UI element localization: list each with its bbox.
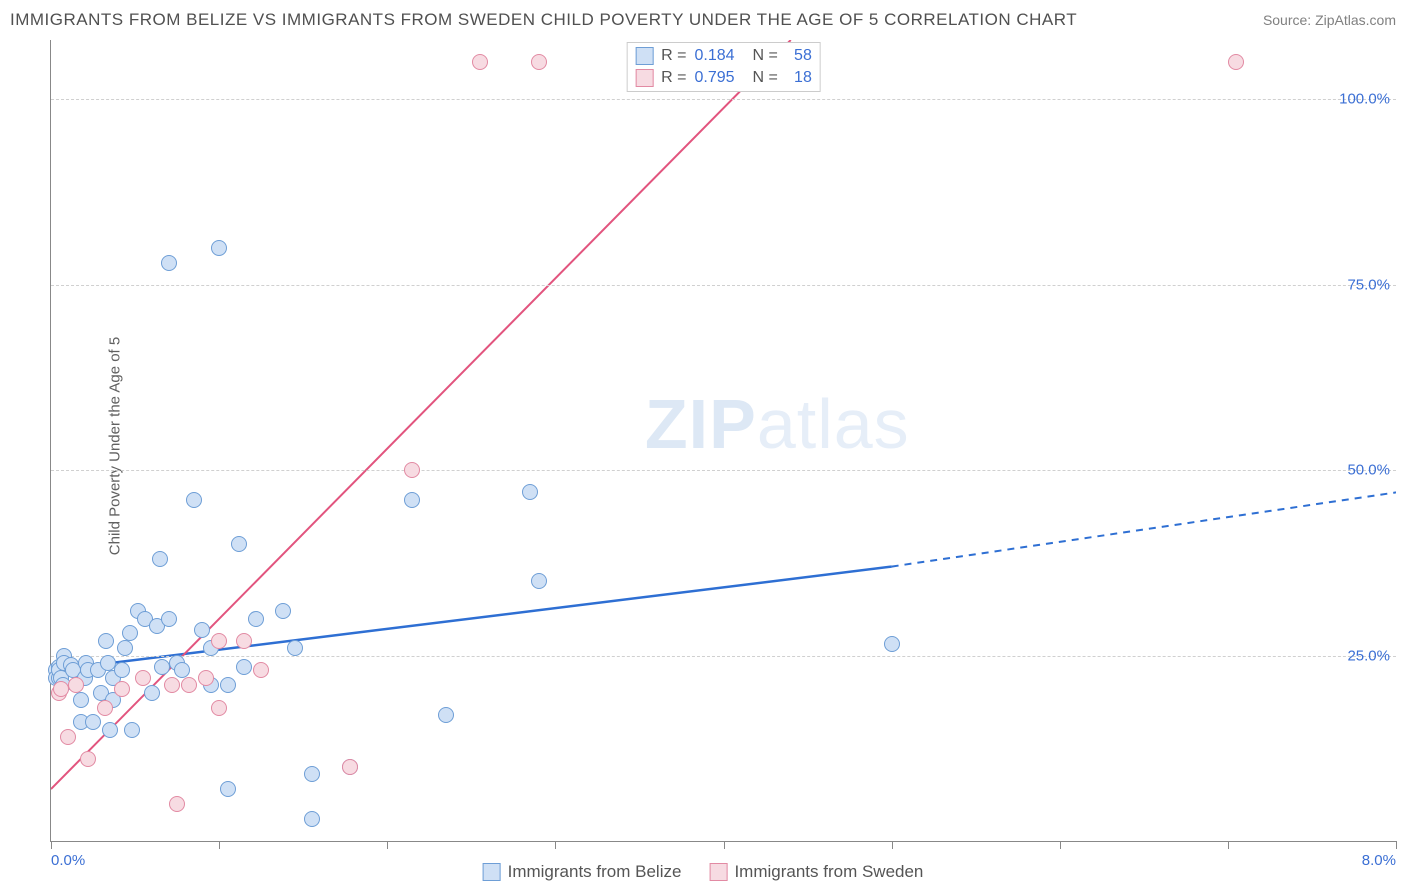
data-point-belize [152, 551, 168, 567]
y-tick-label: 25.0% [1347, 647, 1390, 664]
data-point-belize [122, 625, 138, 641]
x-tick [387, 841, 388, 849]
data-point-belize [404, 492, 420, 508]
n-label: N = [753, 69, 778, 87]
y-tick-label: 100.0% [1339, 91, 1390, 108]
data-point-sweden [211, 700, 227, 716]
y-tick-label: 50.0% [1347, 462, 1390, 479]
data-point-belize [211, 240, 227, 256]
data-point-sweden [114, 681, 130, 697]
x-tick-label: 0.0% [51, 852, 85, 869]
data-point-belize [102, 722, 118, 738]
trend-line-sweden [51, 40, 791, 789]
data-point-belize [522, 484, 538, 500]
x-tick [1396, 841, 1397, 849]
data-point-belize [161, 255, 177, 271]
legend-label-belize: Immigrants from Belize [508, 862, 682, 882]
gridline [51, 99, 1396, 100]
data-point-belize [231, 536, 247, 552]
trend-line-belize-dashed [892, 492, 1396, 566]
data-point-belize [275, 603, 291, 619]
data-point-belize [117, 640, 133, 656]
data-point-sweden [211, 633, 227, 649]
legend-swatch-belize [483, 863, 501, 881]
r-label: R = [661, 69, 686, 87]
data-point-sweden [53, 681, 69, 697]
data-point-sweden [97, 700, 113, 716]
data-point-belize [287, 640, 303, 656]
data-point-belize [144, 685, 160, 701]
r-value-sweden: 0.795 [695, 69, 745, 87]
data-point-sweden [169, 796, 185, 812]
r-value-belize: 0.184 [695, 47, 745, 65]
x-tick [892, 841, 893, 849]
data-point-belize [98, 633, 114, 649]
legend-swatch-belize [635, 47, 653, 65]
legend-top-row-sweden: R = 0.795 N = 18 [635, 67, 812, 89]
x-tick [1060, 841, 1061, 849]
data-point-sweden [253, 662, 269, 678]
data-point-belize [531, 573, 547, 589]
data-point-sweden [80, 751, 96, 767]
data-point-belize [174, 662, 190, 678]
data-point-sweden [198, 670, 214, 686]
data-point-belize [248, 611, 264, 627]
legend-label-sweden: Immigrants from Sweden [734, 862, 923, 882]
y-tick-label: 75.0% [1347, 276, 1390, 293]
legend-bottom-item-sweden: Immigrants from Sweden [709, 862, 923, 882]
x-tick [1228, 841, 1229, 849]
data-point-belize [236, 659, 252, 675]
data-point-sweden [135, 670, 151, 686]
data-point-sweden [236, 633, 252, 649]
data-point-sweden [472, 54, 488, 70]
n-value-sweden: 18 [786, 69, 812, 87]
data-point-belize [73, 692, 89, 708]
legend-bottom: Immigrants from Belize Immigrants from Sw… [483, 862, 924, 882]
data-point-belize [220, 781, 236, 797]
data-point-belize [154, 659, 170, 675]
data-point-sweden [164, 677, 180, 693]
chart-title: IMMIGRANTS FROM BELIZE VS IMMIGRANTS FRO… [10, 10, 1077, 30]
n-value-belize: 58 [786, 47, 812, 65]
x-tick [724, 841, 725, 849]
data-point-belize [114, 662, 130, 678]
data-point-sweden [531, 54, 547, 70]
data-point-belize [85, 714, 101, 730]
data-point-belize [304, 766, 320, 782]
data-point-sweden [342, 759, 358, 775]
gridline [51, 285, 1396, 286]
data-point-belize [186, 492, 202, 508]
data-point-belize [884, 636, 900, 652]
trend-lines-svg [51, 40, 1396, 841]
data-point-sweden [68, 677, 84, 693]
data-point-belize [220, 677, 236, 693]
chart-plot-area: ZIPatlas R = 0.184 N = 58 R = 0.795 N = 18 25.0… [50, 40, 1396, 842]
source-label: Source: ZipAtlas.com [1263, 12, 1396, 28]
legend-correlation-box: R = 0.184 N = 58 R = 0.795 N = 18 [626, 42, 821, 92]
data-point-belize [161, 611, 177, 627]
legend-top-row-belize: R = 0.184 N = 58 [635, 45, 812, 67]
data-point-belize [438, 707, 454, 723]
r-label: R = [661, 47, 686, 65]
x-tick-label: 8.0% [1362, 852, 1396, 869]
data-point-belize [124, 722, 140, 738]
gridline [51, 470, 1396, 471]
data-point-belize [304, 811, 320, 827]
legend-bottom-item-belize: Immigrants from Belize [483, 862, 682, 882]
data-point-sweden [60, 729, 76, 745]
data-point-belize [194, 622, 210, 638]
watermark-rest: atlas [757, 385, 910, 463]
legend-swatch-sweden [709, 863, 727, 881]
data-point-sweden [1228, 54, 1244, 70]
x-tick [51, 841, 52, 849]
watermark-bold: ZIP [645, 385, 757, 463]
gridline [51, 656, 1396, 657]
data-point-sweden [404, 462, 420, 478]
legend-swatch-sweden [635, 69, 653, 87]
watermark: ZIPatlas [645, 384, 910, 464]
x-tick [219, 841, 220, 849]
x-tick [555, 841, 556, 849]
data-point-sweden [181, 677, 197, 693]
n-label: N = [753, 47, 778, 65]
